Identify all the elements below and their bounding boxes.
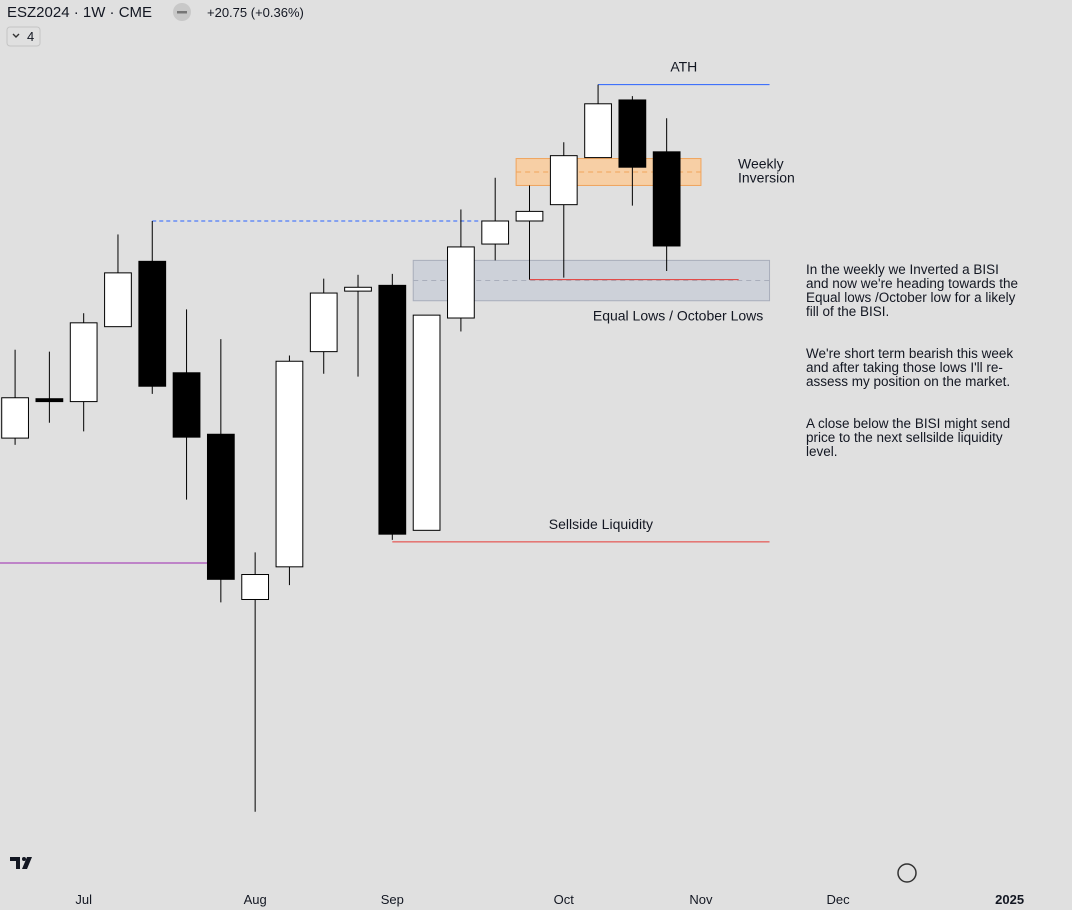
x-tick-label: Jul [75, 892, 92, 907]
note: We're short term bearish this week and a… [806, 346, 1014, 389]
candle-body [172, 372, 201, 438]
candle-body [515, 210, 544, 222]
candle-body [584, 103, 612, 159]
zone-label: Weekly Inversion [738, 156, 795, 186]
candle-body [447, 246, 475, 319]
note: A close below the BISI might send price … [806, 416, 1011, 459]
candle-body [618, 99, 647, 168]
candle-body [206, 433, 235, 580]
candle-body [378, 284, 407, 535]
x-tick-label: Aug [244, 892, 267, 907]
note: In the weekly we Inverted a BISI and now… [806, 262, 1018, 319]
x-tick-label: Sep [381, 892, 404, 907]
zone-label: Equal Lows / October Lows [593, 308, 763, 324]
candle-body [344, 286, 372, 292]
candle-body [138, 260, 167, 387]
candle-body [412, 314, 441, 531]
toggle-icon [177, 11, 187, 14]
candle-body [104, 272, 132, 328]
candle-body [275, 360, 304, 568]
candle-body [309, 292, 338, 353]
indicator-button[interactable] [6, 26, 41, 47]
candle-body [481, 220, 510, 245]
candle-body [35, 398, 64, 403]
candle-body [549, 155, 578, 206]
candle-body [1, 397, 29, 439]
candle-body [241, 574, 270, 600]
x-tick-label: Dec [827, 892, 851, 907]
x-tick-label: Nov [689, 892, 713, 907]
logo [10, 857, 32, 869]
candle-body [69, 322, 98, 403]
x-tick-label: Oct [554, 892, 575, 907]
chevron [12, 33, 20, 38]
indicator-count: 4 [27, 29, 34, 44]
level-label: ATH [670, 59, 697, 75]
replay-icon[interactable] [897, 863, 917, 883]
x-tick-label: 2025 [995, 892, 1024, 907]
change: +20.75 (+0.36%) [207, 5, 304, 20]
symbol: ESZ2024 · 1W · CME [7, 4, 152, 21]
candle-body [652, 151, 681, 247]
level-label: Sellside Liquidity [549, 516, 653, 532]
